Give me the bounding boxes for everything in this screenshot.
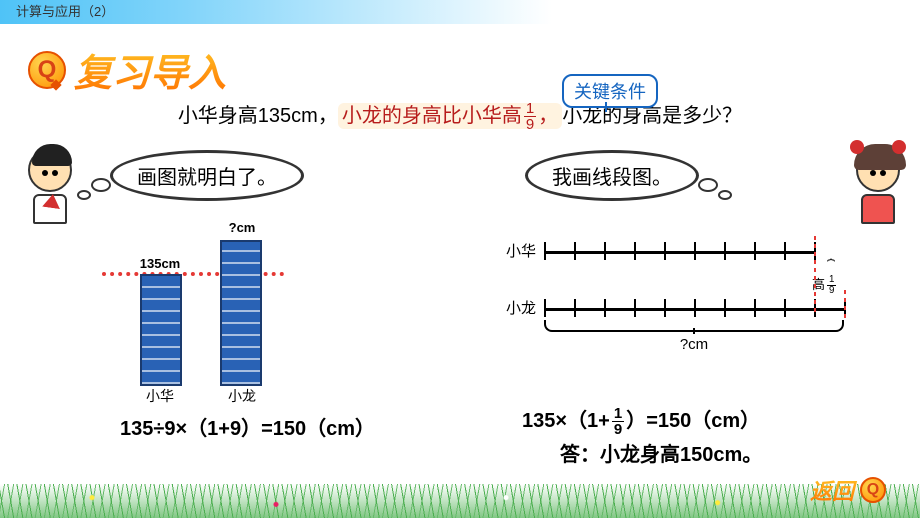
return-button[interactable]: 返回 Q [810, 474, 886, 506]
boy-avatar [20, 148, 80, 228]
seg-line-hua [544, 241, 814, 261]
problem-prefix: 小华身高135cm， [178, 105, 338, 127]
title-row: Q 复习导入 [0, 24, 920, 105]
slide-header: 计算与应用（2） [0, 0, 920, 24]
bar-xiaohua [140, 274, 182, 386]
bar-label-hua: 135cm [130, 256, 190, 271]
left-thought-bubble: 画图就明白了。 [110, 150, 304, 201]
grass-decoration [0, 484, 920, 518]
bar-xiaolong [220, 240, 262, 386]
problem-text: 小华身高135cm，小龙的身高比小华高19，小龙的身高是多少？ [0, 99, 920, 132]
page-title: 复习导入 [74, 42, 226, 97]
left-column: 画图就明白了。 [20, 150, 455, 201]
seg-brace-long: ?cm [544, 320, 844, 353]
seg-line-long [544, 298, 844, 318]
key-condition-pointer [605, 102, 607, 112]
seg-label-long: 小龙 [500, 297, 544, 318]
bar-label-long: ?cm [212, 220, 272, 235]
problem-suffix: 小龙的身高是多少？ [562, 105, 742, 127]
bar-name-hua: 小华 [130, 386, 190, 406]
answer-text: 答：小龙身高150cm。 [560, 438, 762, 467]
girl-avatar [848, 148, 908, 228]
right-column: 我画线段图。 [465, 150, 900, 201]
q-icon: Q [28, 51, 66, 89]
seg-label-hua: 小华 [500, 240, 544, 261]
segment-diagram: 小华 小龙 ?cm ⏞ 高19 [500, 240, 860, 354]
equation-right: 135×（1+19）=150（cm） [522, 404, 760, 437]
key-condition-tag: 关键条件 [562, 74, 658, 108]
right-thought-bubble: 我画线段图。 [525, 150, 699, 201]
bar-name-long: 小龙 [212, 386, 272, 406]
problem-highlight: 小龙的身高比小华高19， [338, 103, 562, 129]
q-small-icon: Q [860, 477, 886, 503]
equation-left: 135÷9×（1+9）=150（cm） [120, 412, 375, 441]
bar-chart: 135cm ?cm 小华 小龙 [130, 220, 330, 400]
